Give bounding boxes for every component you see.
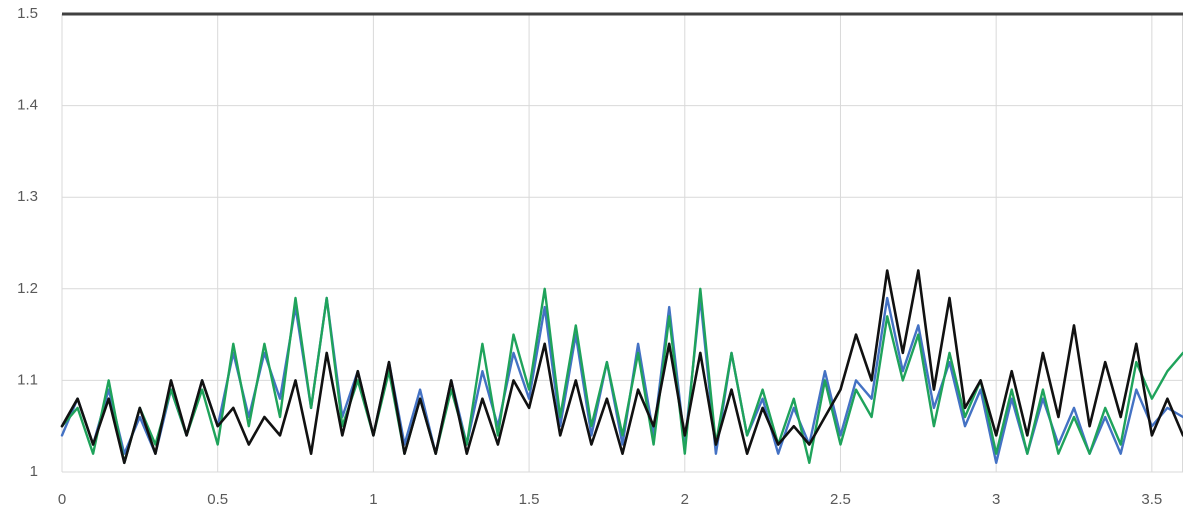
x-tick-label: 0.5	[207, 491, 228, 508]
y-tick-label: 1.1	[17, 371, 38, 388]
gridlines	[61, 13, 1183, 473]
x-tick-label: 1	[369, 491, 377, 508]
y-tick-label: 1.3	[17, 188, 38, 205]
y-tick-label: 1.5	[17, 5, 38, 22]
x-tick-label: 3	[992, 491, 1000, 508]
y-tick-label: 1.4	[17, 97, 38, 114]
tick-labels: 0 0.5 1 1.5 2 2.5 3 3.5 1 1.1 1.2 1.3 1.4 1.5	[17, 5, 1162, 508]
series-2-line	[60, 287, 1183, 464]
series-group	[60, 269, 1183, 465]
x-tick-label: 1.5	[519, 491, 540, 508]
series-1-line	[60, 296, 1183, 464]
y-tick-label: 1.2	[17, 280, 38, 297]
x-tick-label: 0	[58, 491, 66, 508]
x-tick-label: 3.5	[1141, 491, 1162, 508]
x-tick-label: 2	[681, 491, 689, 508]
y-tick-label: 1	[30, 463, 38, 480]
series-3-line	[60, 269, 1183, 465]
x-tick-label: 2.5	[830, 491, 851, 508]
